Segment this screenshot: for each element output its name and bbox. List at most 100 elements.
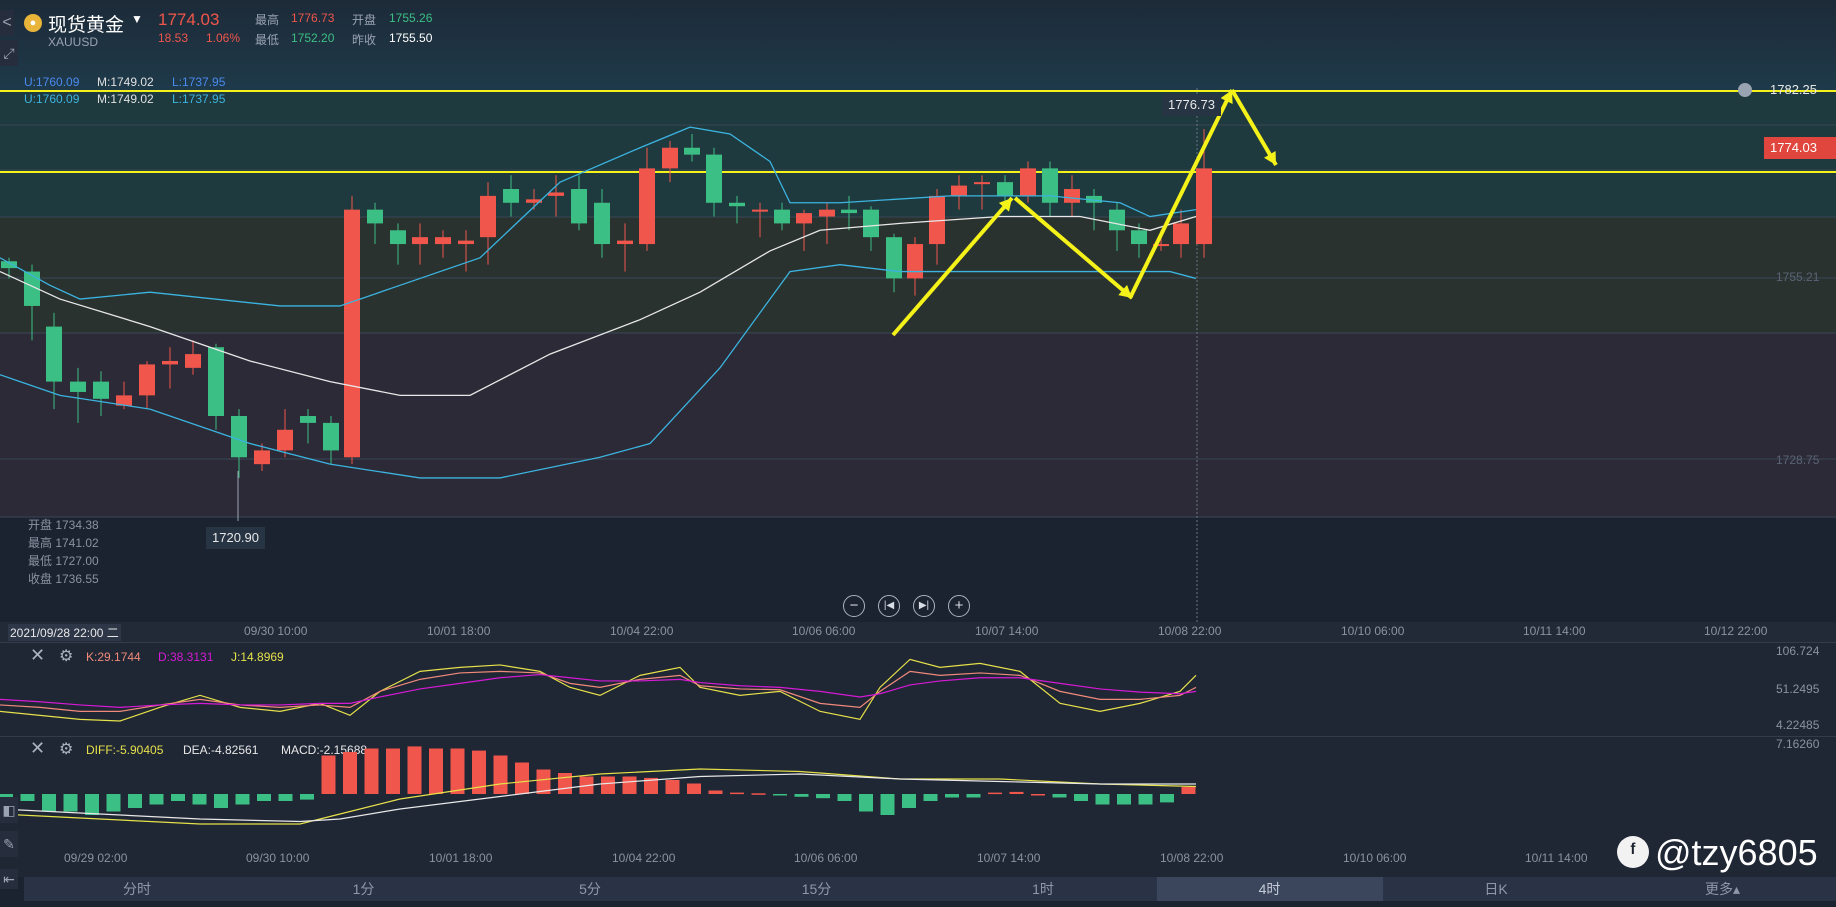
macd-bar [1052, 794, 1067, 798]
price-chart[interactable] [0, 0, 1836, 630]
candle-body [93, 381, 109, 399]
candle-body [1109, 209, 1125, 231]
macd-bar [472, 750, 486, 794]
zoom-in-button[interactable]: + [948, 595, 970, 617]
price-axis-label-1: 1755.21 [1776, 270, 1820, 284]
tab-1[interactable]: 1分 [352, 881, 375, 897]
candle-body [480, 195, 496, 238]
zoom-out-button[interactable]: − [843, 595, 865, 617]
tab-4[interactable]: 1时 [1032, 881, 1054, 897]
macd-time-label: 09/30 10:00 [246, 851, 310, 865]
macd-bar [945, 794, 959, 798]
macd-bar [816, 794, 830, 799]
weibo-logo: ᶠ [1617, 836, 1649, 868]
tab-0[interactable]: 分时 [123, 881, 151, 897]
skip-back-button[interactable]: |◀ [878, 595, 900, 617]
time-axis-label: 09/30 10:00 [244, 624, 308, 638]
macd-time-label: 10/10 06:00 [1343, 851, 1407, 865]
macd-time-label: 10/08 22:00 [1160, 851, 1224, 865]
boll-mid-1: M:1749.02 [97, 75, 154, 89]
macd-bar [257, 794, 271, 801]
instrument-name[interactable]: 现货黄金 [48, 15, 125, 36]
candle-body [819, 209, 835, 217]
macd-bar [1138, 794, 1153, 805]
macd-bar [1095, 794, 1110, 805]
macd-diff-line [0, 768, 1197, 825]
gear-icon[interactable]: ⚙ [59, 648, 74, 665]
macd-bar [364, 748, 379, 794]
macd-time-label: 10/07 14:00 [977, 851, 1041, 865]
candle-high: 最高 1741.02 [28, 536, 99, 550]
kdj-axis-3: 4.22485 [1776, 718, 1820, 732]
close-icon[interactable]: ✕ [30, 645, 46, 665]
candle-body [1131, 230, 1147, 245]
macd-bar [687, 783, 701, 794]
macd-close-icon[interactable]: ✕ [30, 738, 46, 758]
arrow-up-2-head [1220, 90, 1233, 104]
candle-body [706, 154, 722, 203]
tab-5[interactable]: 4时 [1156, 877, 1383, 901]
pencil-icon[interactable]: ✎ [0, 831, 18, 857]
alert-bell-icon[interactable] [1738, 83, 1752, 97]
macd-time-label: 10/06 06:00 [794, 851, 858, 865]
candle-body [841, 209, 857, 214]
tab-3[interactable]: 15分 [801, 881, 832, 897]
macd-bar [321, 755, 336, 794]
price-axis-label-2: 1728.75 [1776, 453, 1820, 467]
current-price-tag: 1774.03 [1764, 137, 1836, 159]
time-axis-label: 10/04 22:00 [610, 624, 674, 638]
skip-forward-button[interactable]: ▶| [913, 595, 935, 617]
arrow-down-1 [1013, 196, 1134, 300]
open-value: 1755.26 [389, 11, 433, 25]
macd-panel [0, 736, 1836, 877]
candle-body [929, 195, 945, 245]
macd-bar [794, 794, 809, 797]
candle-close: 收盘 1736.55 [28, 572, 99, 586]
candle-body [24, 271, 40, 306]
boll-lower-1: L:1737.95 [172, 75, 226, 89]
candle-body [1020, 168, 1036, 196]
macd-axis-1: 7.16260 [1776, 737, 1820, 751]
candle-body [1042, 168, 1058, 203]
candle-body [1064, 189, 1080, 203]
macd-bar [923, 794, 938, 801]
low-label: 最低 [255, 33, 280, 47]
macd-bar [1031, 794, 1045, 796]
macd-bar [63, 794, 78, 812]
candle-body [617, 240, 633, 245]
tab-7[interactable]: 更多▴ [1704, 881, 1741, 897]
tab-2[interactable]: 5分 [579, 881, 601, 897]
macd-bar [880, 794, 895, 815]
indicator-toggle-icon[interactable]: ◧ [0, 797, 18, 823]
macd-bar [106, 794, 121, 812]
candle-body [412, 237, 428, 245]
macd-bar [278, 794, 293, 801]
macd-bar [966, 794, 981, 798]
candle-body [46, 326, 62, 382]
time-axis-label: 10/12 22:00 [1704, 624, 1768, 638]
chevron-down-icon[interactable]: ▼ [131, 12, 143, 26]
indicator-chart[interactable] [0, 642, 1836, 857]
tab-6[interactable]: 日K [1484, 881, 1508, 897]
macd-bar [1009, 791, 1024, 794]
macd-bar [386, 748, 400, 794]
time-axis-label: 10/08 22:00 [1158, 624, 1222, 638]
back-button[interactable]: < [0, 10, 14, 36]
collapse-icon[interactable]: ⇤ [0, 869, 18, 889]
kdj-k-line [0, 670, 1197, 712]
current-price: 1774.03 [158, 10, 220, 29]
macd-gear-icon[interactable]: ⚙ [59, 741, 74, 758]
candle-body [1196, 168, 1212, 245]
candle-body [503, 189, 519, 203]
candle-body [435, 237, 451, 245]
candle-body [951, 185, 967, 196]
macd-bar [1160, 794, 1174, 803]
macd-bar [708, 790, 723, 794]
instrument-code: XAUUSD [48, 35, 99, 49]
boll-lower-line [0, 264, 1197, 479]
open-label: 开盘 [352, 13, 377, 27]
boll-mid-2: M:1749.02 [97, 92, 154, 106]
candle-body [729, 202, 745, 207]
expand-icon[interactable]: ⤢ [0, 40, 18, 66]
